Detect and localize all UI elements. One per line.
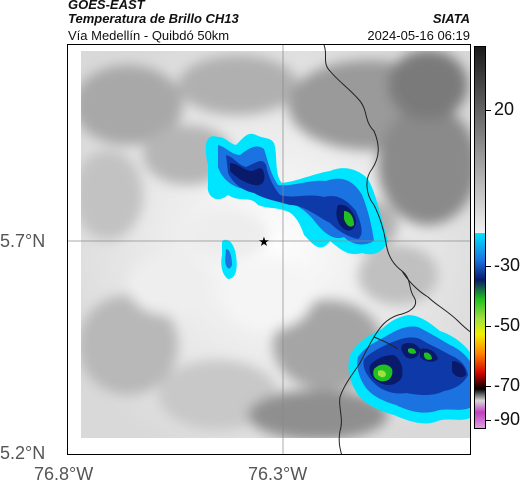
coastline-border [323, 45, 470, 454]
colorbar-label-20: 20 [494, 99, 515, 119]
satellite-title: GOES-EAST [68, 0, 145, 12]
colorbar-label-minus30: -30 [494, 255, 521, 275]
route-label: Vía Medellín - Quibdó 50km [68, 28, 230, 43]
colorbar-label-minus50: -50 [494, 315, 521, 335]
map-gridlines [68, 45, 470, 454]
cold-cloud-small-cell [221, 239, 237, 279]
datetime-label: 2024-05-16 06:19 [367, 28, 470, 43]
colorbar-label-minus90: -90 [494, 409, 521, 429]
colorbar-tick-minus90 [486, 420, 491, 421]
product-title: Temperatura de Brillo CH13 [68, 11, 239, 26]
colorbar-tick-minus50 [486, 326, 491, 327]
lat-label-5-2: 5.2°N [0, 443, 46, 463]
cold-cloud-cluster-north [205, 133, 388, 255]
colorbar-label-minus70: -70 [494, 375, 521, 395]
colorbar [474, 46, 486, 429]
star-icon: ★ [258, 235, 270, 250]
colorbar-tick-minus70 [486, 386, 491, 387]
lon-label-76-8: 76.8°W [34, 464, 94, 484]
satellite-map[interactable]: ★ [67, 44, 471, 455]
lat-label-5-7: 5.7°N [0, 231, 46, 251]
lon-label-76-3: 76.3°W [248, 464, 308, 484]
organization-label: SIATA [432, 11, 470, 26]
colorbar-tick-minus30 [486, 266, 491, 267]
colorbar-tick-20 [486, 110, 491, 111]
cold-cloud-cluster-southeast [348, 315, 470, 424]
